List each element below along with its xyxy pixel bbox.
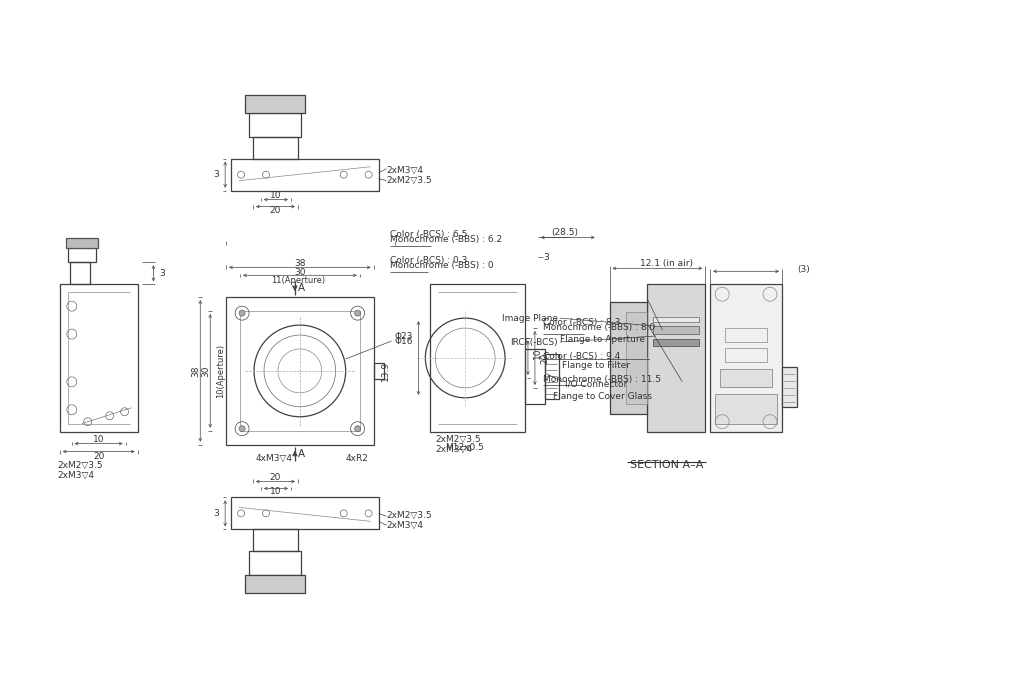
Text: I/O Connector: I/O Connector	[564, 379, 627, 389]
Text: 11(Aperture): 11(Aperture)	[271, 276, 324, 285]
Text: Color (-BCS) : 8.3: Color (-BCS) : 8.3	[543, 318, 620, 327]
Text: Monochrome (-BBS) : 6.2: Monochrome (-BBS) : 6.2	[390, 235, 503, 244]
Bar	[610, 302, 648, 414]
Text: 30: 30	[202, 365, 211, 377]
Bar	[70, 262, 90, 284]
Text: Flange to Filter: Flange to Filter	[561, 361, 629, 370]
Text: 38: 38	[295, 259, 306, 268]
Text: 20: 20	[269, 473, 280, 482]
Bar	[653, 317, 699, 322]
Text: A: A	[299, 284, 306, 293]
Bar	[625, 312, 648, 404]
Text: 2xM2▽3.5: 2xM2▽3.5	[386, 511, 433, 520]
Text: IRCF(-BCS): IRCF(-BCS)	[510, 337, 558, 346]
Bar	[782, 367, 797, 407]
Bar	[60, 284, 137, 432]
Text: M12x0.5: M12x0.5	[445, 443, 484, 452]
Text: 20: 20	[93, 452, 104, 461]
Text: 2xM3▽4: 2xM3▽4	[386, 166, 423, 175]
Bar	[227, 298, 374, 444]
Text: 13.9: 13.9	[381, 361, 390, 381]
Text: 3: 3	[213, 509, 219, 518]
Text: 2xM2▽3.5: 2xM2▽3.5	[386, 176, 433, 186]
Bar	[249, 551, 301, 575]
Text: Color (-BCS) : 6.5: Color (-BCS) : 6.5	[390, 230, 468, 239]
Text: Φ16: Φ16	[394, 337, 413, 346]
Text: 2xM3▽4: 2xM3▽4	[58, 471, 95, 480]
Text: 3: 3	[543, 253, 549, 262]
Text: 2xM3▽4: 2xM3▽4	[436, 445, 473, 454]
Text: A: A	[299, 449, 306, 458]
Bar	[653, 339, 699, 346]
Bar	[240, 312, 359, 430]
Bar	[231, 498, 379, 529]
Text: 4xR2: 4xR2	[346, 454, 369, 463]
Text: Φ23: Φ23	[394, 332, 412, 341]
Text: Monochrome (-BBS) : 11.5: Monochrome (-BBS) : 11.5	[543, 375, 661, 384]
Text: 10(Aperture): 10(Aperture)	[215, 344, 225, 398]
Bar	[68, 248, 96, 262]
Bar	[66, 239, 98, 248]
Text: 12.1 (in air): 12.1 (in air)	[640, 259, 693, 268]
Text: 10: 10	[93, 435, 104, 444]
Text: Monochrome (-BBS) : 0: Monochrome (-BBS) : 0	[390, 261, 494, 270]
Bar	[711, 284, 782, 432]
Text: Flange to Cover Glass: Flange to Cover Glass	[553, 392, 652, 401]
Bar	[374, 363, 383, 379]
Text: 2xM3▽4: 2xM3▽4	[386, 521, 423, 530]
Bar	[253, 529, 298, 551]
Bar	[715, 394, 777, 424]
Bar	[431, 284, 525, 432]
Text: 4xM3▽4: 4xM3▽4	[256, 454, 293, 463]
Text: 3: 3	[160, 269, 165, 278]
Text: 20: 20	[540, 352, 549, 364]
Circle shape	[239, 310, 245, 316]
Text: 3: 3	[213, 170, 219, 179]
Bar	[725, 328, 767, 342]
Bar	[720, 369, 771, 387]
Text: (28.5): (28.5)	[551, 228, 578, 237]
Circle shape	[239, 426, 245, 432]
Bar	[725, 348, 767, 362]
Bar	[249, 113, 301, 136]
Bar	[525, 349, 545, 404]
Text: 10: 10	[270, 487, 281, 496]
Bar	[653, 326, 699, 334]
Text: 10: 10	[270, 191, 281, 200]
Text: 10: 10	[533, 347, 542, 358]
Bar	[545, 354, 559, 399]
Text: 38: 38	[192, 365, 201, 377]
Text: Color (-BCS) : 0.3: Color (-BCS) : 0.3	[390, 256, 468, 265]
Text: 30: 30	[295, 268, 306, 277]
Text: Image Plane: Image Plane	[502, 314, 558, 323]
Text: Flange to Aperture: Flange to Aperture	[560, 335, 645, 344]
Bar	[245, 575, 305, 593]
Bar	[245, 95, 305, 113]
Bar	[648, 284, 706, 432]
Circle shape	[354, 310, 360, 316]
Bar	[231, 159, 379, 190]
Text: SECTION A–A: SECTION A–A	[629, 460, 703, 470]
Text: 20: 20	[269, 206, 280, 215]
Text: 2xM2▽3.5: 2xM2▽3.5	[436, 435, 481, 444]
Text: Monochrome (-BBS) : 8.0: Monochrome (-BBS) : 8.0	[543, 323, 655, 332]
Text: (3): (3)	[797, 265, 811, 274]
Circle shape	[354, 426, 360, 432]
Bar	[253, 136, 298, 159]
Text: 2xM2▽3.5: 2xM2▽3.5	[58, 461, 103, 470]
Text: Color (-BCS) : 9.4: Color (-BCS) : 9.4	[543, 353, 620, 361]
